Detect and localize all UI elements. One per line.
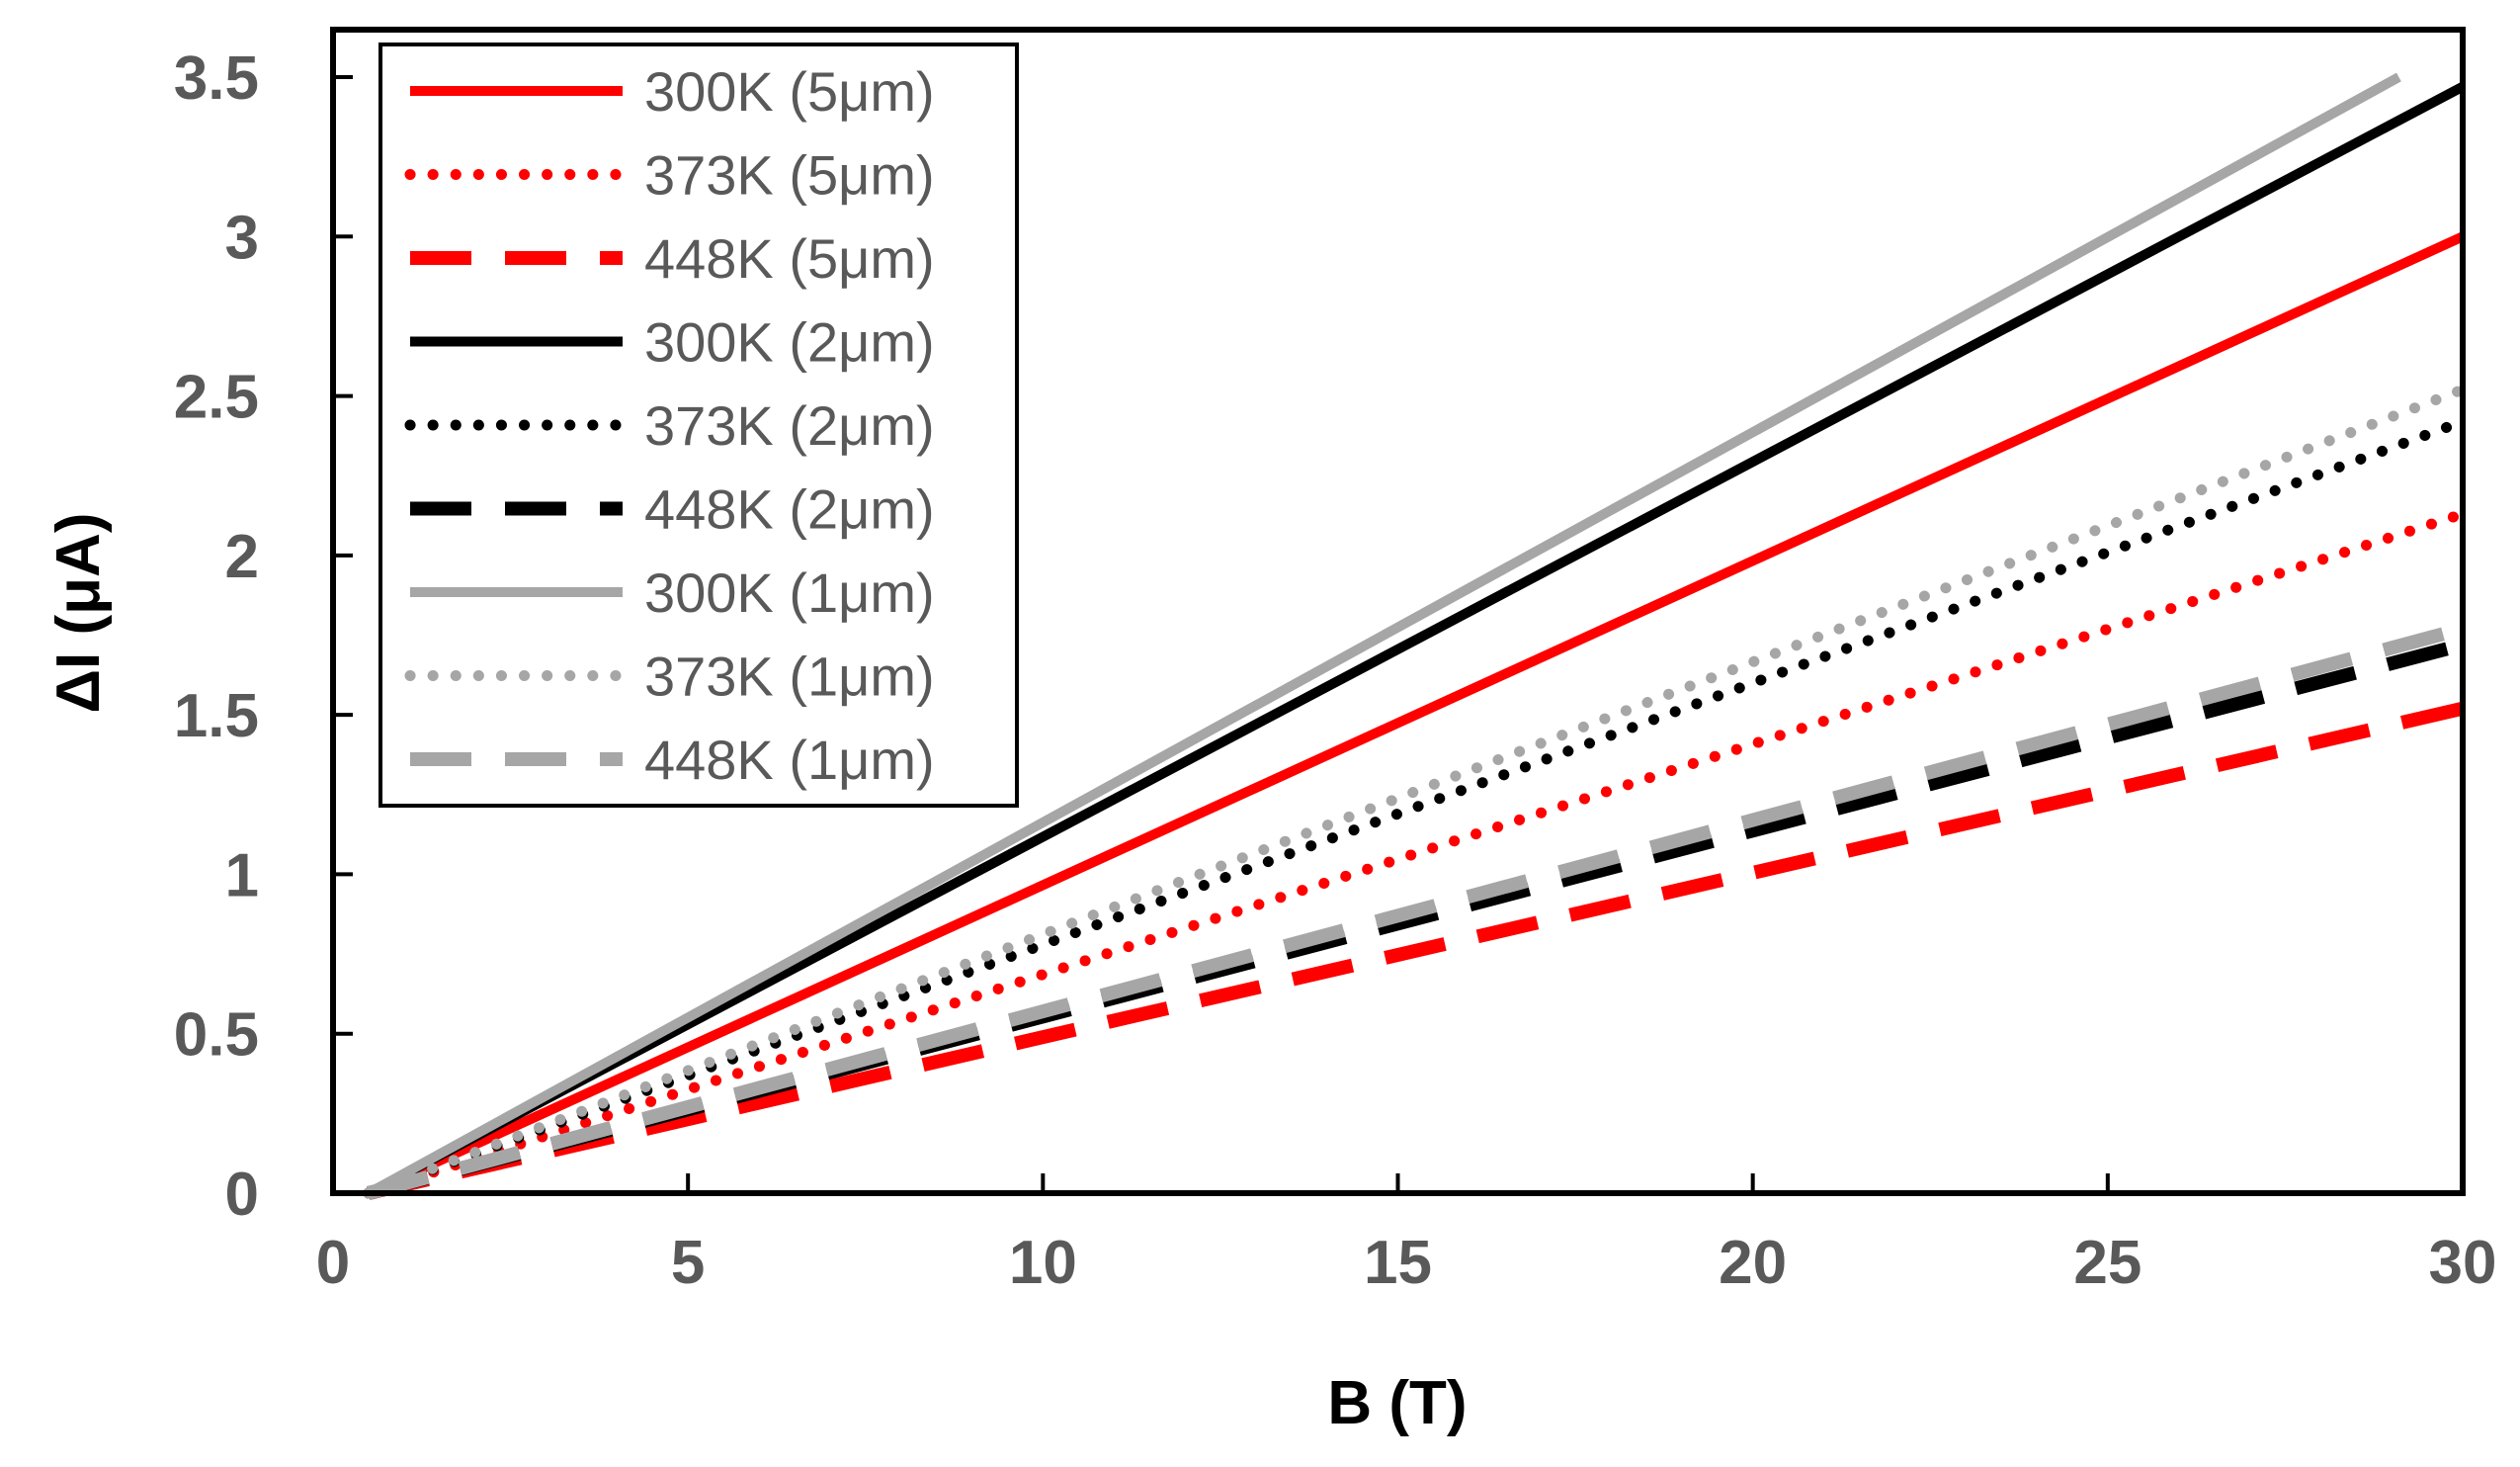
y-tick-label: 1.5 bbox=[174, 682, 259, 750]
y-tick-label: 2.5 bbox=[174, 364, 259, 432]
x-tick-label: 20 bbox=[1719, 1229, 1787, 1297]
legend-label-7: 300K (1μm) bbox=[644, 561, 935, 624]
series-line-5 bbox=[363, 415, 2469, 1199]
y-tick-label: 1 bbox=[225, 841, 259, 909]
x-axis-title: B (T) bbox=[1327, 1369, 1467, 1437]
x-tick-label: 5 bbox=[671, 1229, 705, 1297]
legend-label-6: 448K (2μm) bbox=[644, 478, 935, 541]
x-tick-label: 15 bbox=[1364, 1229, 1432, 1297]
legend-box bbox=[378, 43, 1019, 808]
series-line-1 bbox=[366, 231, 2466, 1198]
y-tick-label: 2 bbox=[225, 523, 259, 591]
series-line-7 bbox=[366, 72, 2401, 1198]
legend: 300K (5μm) 373K (5μm) 448K (5μm) 300K (2μm)… bbox=[378, 43, 1019, 808]
y-axis-title: ΔI (μA) bbox=[44, 512, 113, 713]
legend-label-5: 373K (2μm) bbox=[644, 394, 935, 457]
y-tick-label: 3.5 bbox=[174, 44, 259, 113]
legend-label-3: 448K (5μm) bbox=[644, 227, 935, 290]
x-tick-label: 0 bbox=[316, 1229, 350, 1297]
x-tick-label: 10 bbox=[1009, 1229, 1077, 1297]
series-line-3 bbox=[367, 701, 2465, 1200]
legend-label-8: 373K (1μm) bbox=[644, 646, 935, 708]
x-tick-label: 30 bbox=[2429, 1229, 2497, 1297]
x-axis: 0 5 10 15 20 25 30 bbox=[316, 1173, 2497, 1297]
series-line-2 bbox=[363, 508, 2469, 1199]
legend-label-1: 300K (5μm) bbox=[644, 60, 935, 123]
series-line-4 bbox=[366, 82, 2466, 1198]
y-tick-label: 0 bbox=[225, 1161, 259, 1229]
x-tick-label: 25 bbox=[2073, 1229, 2142, 1297]
legend-label-9: 448K (1μm) bbox=[644, 729, 935, 791]
series-line-8 bbox=[363, 384, 2469, 1199]
plot-lines bbox=[363, 72, 2469, 1200]
legend-label-2: 373K (5μm) bbox=[644, 144, 935, 207]
series-line-9 bbox=[367, 622, 2465, 1200]
y-axis: 0 0.5 1 1.5 2 2.5 3 3.5 bbox=[174, 44, 353, 1229]
y-tick-label: 3 bbox=[225, 204, 259, 272]
y-tick-label: 0.5 bbox=[174, 1001, 259, 1070]
series-line-6 bbox=[367, 638, 2465, 1200]
legend-label-4: 300K (2μm) bbox=[644, 311, 935, 374]
